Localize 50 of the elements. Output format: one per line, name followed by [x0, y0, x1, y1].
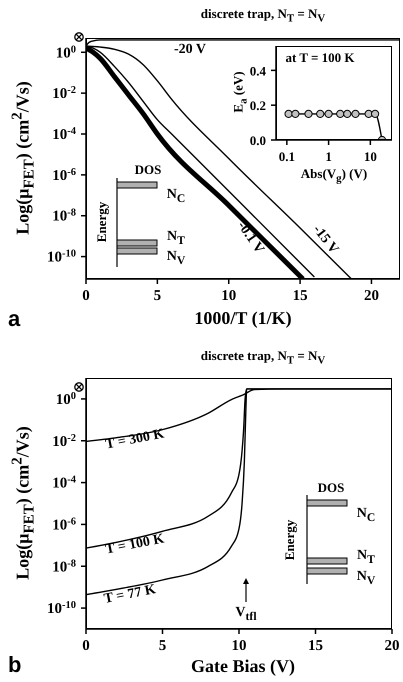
y-tick-label: 10$^{-10}$ [47, 600, 76, 618]
x-tick-label: 10 [232, 638, 246, 654]
x-tick-label: 10 [221, 288, 236, 304]
y-tick-label: 0.2 [250, 98, 266, 114]
y-tick-label: 0.4 [250, 63, 266, 78]
x-tick-label: 1 [325, 149, 332, 164]
annotation: DOS [318, 480, 344, 496]
x-tick-label: 15 [292, 288, 308, 304]
text: -15 V [308, 222, 342, 258]
x-axis-title: Abs(V$_{g}$) (V) [300, 166, 368, 185]
x-tick-label: 10 [364, 149, 377, 164]
x-tick-label: 0 [82, 288, 90, 304]
x-tick-label: 0 [82, 638, 90, 654]
annotation: N$_{T}$ [167, 229, 185, 247]
y-tick-label: 10$^{0}$ [56, 390, 76, 408]
annotation: DOS [134, 162, 162, 178]
x-tick-label: 0.1 [278, 149, 295, 164]
y-tick-label: 0.0 [250, 133, 266, 148]
y-tick-label: 10$^{-4}$ [52, 126, 77, 144]
x-tick-label: 20 [384, 638, 400, 654]
y-tick-label: 10$^{-4}$ [52, 474, 77, 492]
chart-title: discrete trap, N$_{T}$ = N$_{V}$ [200, 6, 326, 25]
y-tick-label: 10$^{-6}$ [52, 516, 76, 534]
y-tick-label: 10$^{0}$ [56, 44, 76, 62]
text: a [8, 306, 20, 332]
chart-title: at T = 100 K [285, 50, 355, 66]
annotation: N$_{V}$ [356, 569, 376, 587]
y-tick-label: 10$^{-8}$ [52, 207, 76, 225]
x-tick-label: 15 [308, 638, 323, 654]
x-tick-label: 5 [154, 288, 162, 304]
x-axis-title: 1000/T (1/K) [194, 308, 292, 329]
chart-title: discrete trap, N$_{T}$ = N$_{V}$ [200, 348, 326, 367]
annotation: N$_{T}$ [357, 548, 375, 566]
annotation: Energy [282, 520, 298, 560]
series-label: -20 V [174, 42, 206, 58]
x-tick-label: 5 [158, 638, 166, 654]
y-tick-label: 10$^{-6}$ [52, 166, 76, 184]
text: T = 77 K [102, 582, 158, 608]
y-tick-label: 10$^{-2}$ [52, 432, 76, 450]
x-tick-label: 20 [364, 288, 379, 304]
y-tick-label: 10$^{-10}$ [47, 248, 76, 266]
text: b [8, 652, 22, 678]
annotation: V$_{tfl}$ [235, 605, 257, 623]
y-tick-label: 10$^{-8}$ [52, 558, 76, 576]
annotation: Energy [94, 202, 110, 242]
x-axis-title: Gate Bias (V) [191, 656, 295, 677]
annotation: N$_{C}$ [166, 187, 186, 205]
annotation: N$_{C}$ [356, 506, 376, 524]
y-tick-label: 10$^{-2}$ [52, 84, 76, 102]
annotation: N$_{V}$ [166, 249, 186, 267]
